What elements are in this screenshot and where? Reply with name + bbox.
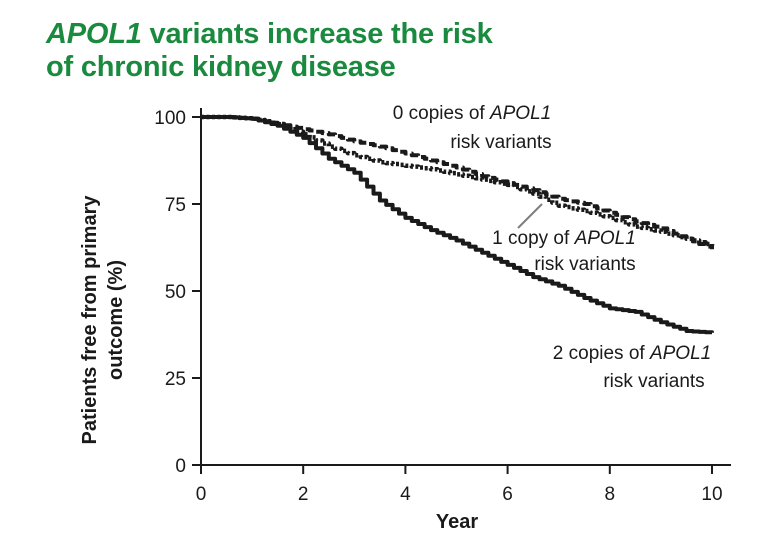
y-axis-title-line-2: outcome (%) xyxy=(105,260,127,380)
x-axis-title: Year xyxy=(436,511,478,533)
annotation-2-copies-line-2: risk variants xyxy=(603,371,704,392)
annotation-1-copy-prefix: 1 copy of xyxy=(492,228,574,249)
annotation-1-copy: 1 copy of APOL1 risk variants xyxy=(492,228,636,275)
chart-title: APOL1 variants increase the risk of chro… xyxy=(46,18,493,84)
annotation-1-copy-gene: APOL1 xyxy=(574,228,636,249)
chart-title-gene: APOL1 xyxy=(46,18,142,50)
y-axis-title: Patients free from primary outcome (%) xyxy=(79,195,127,445)
annotation-1-copy-line-1: 1 copy of APOL1 xyxy=(492,228,636,249)
annotation-2-copies: 2 copies of APOL1 risk variants xyxy=(553,343,711,392)
annotation-0-copies-prefix: 0 copies of xyxy=(393,103,490,124)
chart-title-line-1-text: variants increase the risk xyxy=(141,18,493,50)
y-tick-label: 100 xyxy=(154,108,186,129)
chart-title-line-1: APOL1 variants increase the risk xyxy=(46,18,493,51)
annotation-2-copies-line-1: 2 copies of APOL1 xyxy=(553,343,711,364)
x-tick-label: 10 xyxy=(701,484,722,505)
y-tick-label: 50 xyxy=(165,282,186,303)
x-tick-label: 8 xyxy=(605,484,616,505)
y-tick-label: 25 xyxy=(165,369,186,390)
annotation-0-copies-gene: APOL1 xyxy=(489,103,551,124)
annotation-1-copy-line-2: risk variants xyxy=(534,254,635,275)
y-axis-title-line-1: Patients free from primary xyxy=(79,195,101,445)
x-tick-label: 6 xyxy=(502,484,513,505)
series-line-0-copies xyxy=(201,115,714,250)
annotation-0-copies-line-2: risk variants xyxy=(450,132,551,153)
x-tick-label: 0 xyxy=(196,484,207,505)
chart-series xyxy=(201,114,715,335)
chart-ticks: 0 25 50 75 100 0 2 4 6 8 10 xyxy=(154,108,722,505)
annotation-0-copies: 0 copies of APOL1 risk variants xyxy=(393,103,552,153)
x-tick-label: 4 xyxy=(400,484,411,505)
y-tick-label: 0 xyxy=(175,456,186,477)
annotation-2-copies-gene: APOL1 xyxy=(649,343,711,364)
annotation-0-copies-line-1: 0 copies of APOL1 xyxy=(393,103,551,124)
chart-axes xyxy=(200,108,731,466)
y-tick-label: 75 xyxy=(165,195,186,216)
chart-title-line-2: of chronic kidney disease xyxy=(46,51,396,83)
series-line-2-copies xyxy=(201,115,714,335)
annotation-2-copies-prefix: 2 copies of xyxy=(553,343,650,364)
x-tick-label: 2 xyxy=(298,484,309,505)
annotation-leader-line xyxy=(517,203,543,229)
